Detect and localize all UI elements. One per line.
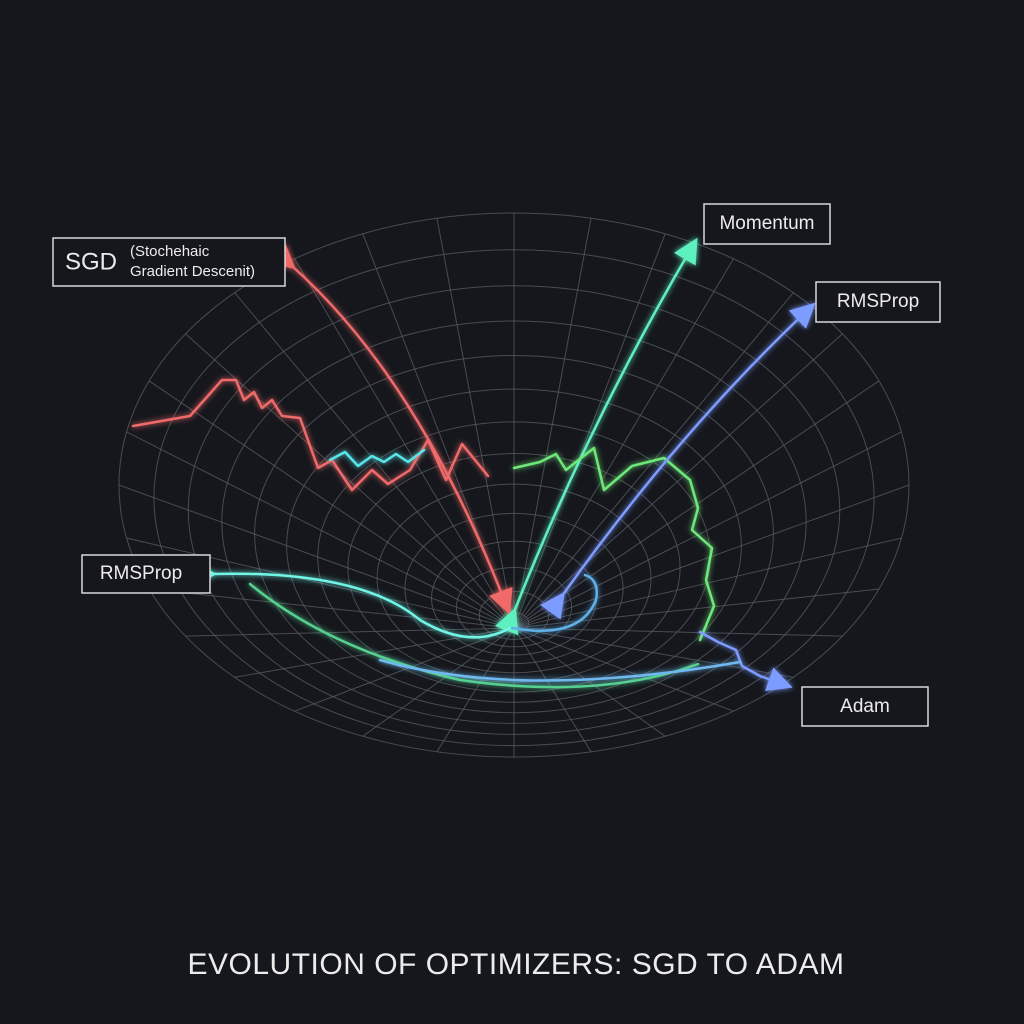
label-text: SGD <box>65 248 117 275</box>
label-momentum: Momentum <box>703 203 831 245</box>
label-adam: Adam <box>801 686 929 727</box>
mesh-spoke <box>436 627 515 753</box>
label-rmsprop-right: RMSProp <box>815 281 941 323</box>
label-text: RMSProp <box>100 563 182 584</box>
adam-path <box>698 630 793 692</box>
label-box <box>81 554 211 594</box>
label-note: (Stochehaic <box>130 243 210 260</box>
label-note: Gradient Descenit) <box>130 263 255 280</box>
center-spiral <box>510 573 599 632</box>
rmsprop-curve <box>191 562 512 639</box>
label-box <box>815 281 941 323</box>
title: EVOLUTION OF OPTIMIZERS: SGD TO ADAM <box>188 948 845 981</box>
trails <box>131 237 816 692</box>
label-box <box>703 203 831 245</box>
label-rmsprop-left: RMSProp <box>81 554 211 594</box>
rmsprop-arrow <box>540 302 816 620</box>
mesh-spoke <box>513 627 734 712</box>
label-text: Momentum <box>719 213 814 234</box>
mesh-spoke <box>513 627 666 737</box>
mesh-spoke <box>294 627 515 712</box>
mesh-spoke <box>234 627 515 678</box>
label-text: Adam <box>840 696 890 717</box>
adam-lower-curve <box>378 658 742 682</box>
label-text: RMSProp <box>837 291 919 312</box>
sgd-arrow <box>268 243 513 615</box>
rmsprop-lower-curve <box>248 582 700 689</box>
label-box <box>52 237 286 287</box>
label-sgd: SGD (Stochehaic Gradient Descenit) <box>52 237 286 287</box>
mesh-spoke <box>185 627 515 637</box>
label-box <box>801 686 929 727</box>
